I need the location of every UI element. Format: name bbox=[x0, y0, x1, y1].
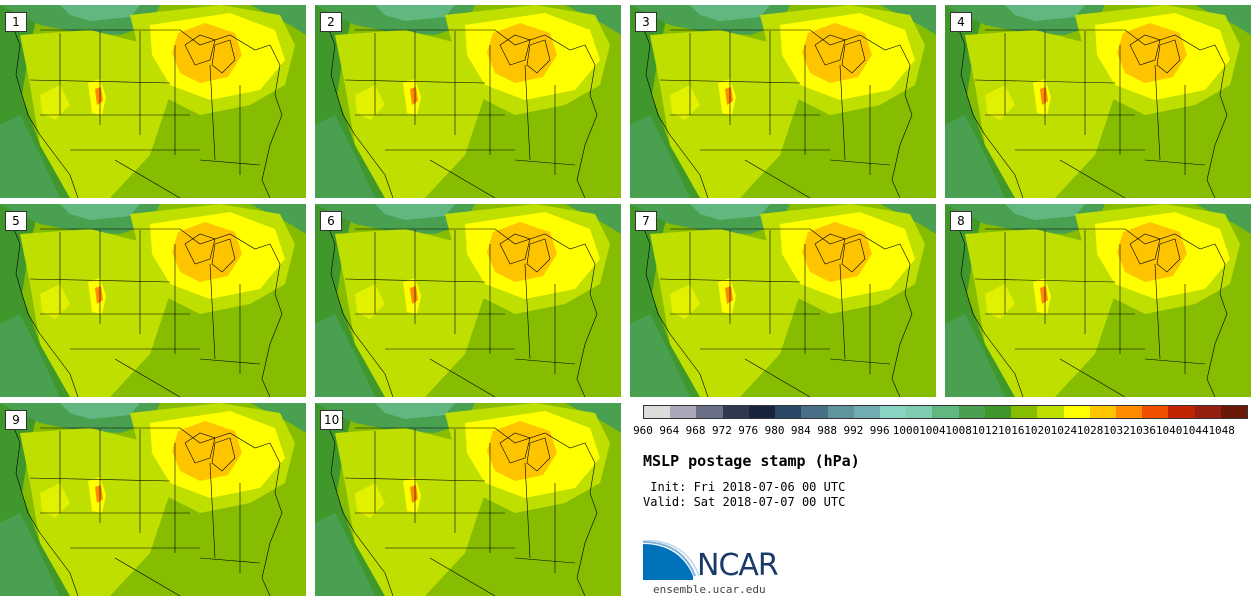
mslp-map bbox=[0, 204, 306, 397]
colorbar bbox=[643, 405, 1248, 419]
panel-number: 9 bbox=[5, 410, 27, 430]
colorbar-tick-label: 1020 bbox=[1024, 424, 1051, 437]
colorbar-swatch bbox=[1116, 406, 1142, 418]
map-panel: 10 bbox=[315, 403, 621, 596]
colorbar-swatch bbox=[644, 406, 670, 418]
colorbar-swatch bbox=[1142, 406, 1168, 418]
map-panel: 7 bbox=[630, 204, 936, 397]
colorbar-tick-label: 1016 bbox=[998, 424, 1025, 437]
colorbar-swatch bbox=[670, 406, 696, 418]
colorbar-tick-label: 988 bbox=[817, 424, 837, 437]
map-title: MSLP postage stamp (hPa) bbox=[643, 452, 860, 470]
mslp-map bbox=[315, 403, 621, 596]
colorbar-tick-label: 1032 bbox=[1103, 424, 1130, 437]
colorbar-tick-label: 1012 bbox=[972, 424, 999, 437]
colorbar-tick-label: 980 bbox=[765, 424, 785, 437]
panel-number: 2 bbox=[320, 12, 342, 32]
mslp-map bbox=[945, 5, 1251, 198]
colorbar-tick-label: 976 bbox=[738, 424, 758, 437]
colorbar-tick-label: 1004 bbox=[919, 424, 946, 437]
colorbar-swatch bbox=[828, 406, 854, 418]
colorbar-swatch bbox=[1037, 406, 1063, 418]
map-panel: 3 bbox=[630, 5, 936, 198]
panel-number: 4 bbox=[950, 12, 972, 32]
colorbar-swatch bbox=[696, 406, 722, 418]
mslp-map bbox=[0, 403, 306, 596]
map-panel: 6 bbox=[315, 204, 621, 397]
map-panel: 5 bbox=[0, 204, 306, 397]
colorbar-swatch bbox=[906, 406, 932, 418]
colorbar-tick-label: 1024 bbox=[1051, 424, 1078, 437]
panel-number: 1 bbox=[5, 12, 27, 32]
valid-time: Valid: Sat 2018-07-07 00 UTC bbox=[643, 495, 845, 509]
colorbar-tick-label: 984 bbox=[791, 424, 811, 437]
panel-number: 8 bbox=[950, 211, 972, 231]
panel-number: 3 bbox=[635, 12, 657, 32]
mslp-map bbox=[630, 5, 936, 198]
colorbar-tick-label: 1000 bbox=[893, 424, 920, 437]
colorbar-tick-label: 1036 bbox=[1130, 424, 1157, 437]
mslp-map bbox=[315, 5, 621, 198]
source-url: ensemble.ucar.edu bbox=[653, 583, 766, 596]
init-time: Init: Fri 2018-07-06 00 UTC bbox=[643, 480, 845, 494]
colorbar-swatch bbox=[801, 406, 827, 418]
colorbar-swatch bbox=[1195, 406, 1221, 418]
colorbar-swatch bbox=[985, 406, 1011, 418]
colorbar-swatch bbox=[854, 406, 880, 418]
mslp-map bbox=[945, 204, 1251, 397]
ncar-logo-text: NCAR bbox=[697, 551, 778, 581]
colorbar-tick-label: 996 bbox=[870, 424, 890, 437]
colorbar-swatch bbox=[775, 406, 801, 418]
colorbar-tick-label: 972 bbox=[712, 424, 732, 437]
colorbar-swatch bbox=[932, 406, 958, 418]
colorbar-swatch bbox=[959, 406, 985, 418]
colorbar-tick-label: 968 bbox=[686, 424, 706, 437]
colorbar-swatch bbox=[1064, 406, 1090, 418]
map-panel: 9 bbox=[0, 403, 306, 596]
mslp-map bbox=[630, 204, 936, 397]
mslp-map bbox=[0, 5, 306, 198]
mslp-map bbox=[315, 204, 621, 397]
colorbar-swatch bbox=[1090, 406, 1116, 418]
map-panel: 8 bbox=[945, 204, 1251, 397]
colorbar-tick-label: 960 bbox=[633, 424, 653, 437]
colorbar-swatch bbox=[749, 406, 775, 418]
map-panel: 4 bbox=[945, 5, 1251, 198]
colorbar-tick-label: 1044 bbox=[1182, 424, 1209, 437]
colorbar-tick-label: 964 bbox=[659, 424, 679, 437]
panel-number: 7 bbox=[635, 211, 657, 231]
colorbar-tick-label: 1008 bbox=[945, 424, 972, 437]
colorbar-tick-label: 1048 bbox=[1208, 424, 1235, 437]
panel-number: 6 bbox=[320, 211, 342, 231]
colorbar-ticks: 960 964 968 972 976 980 984 988 992 996 1000 1004 10… bbox=[632, 424, 1252, 438]
colorbar-swatch bbox=[880, 406, 906, 418]
panel-number: 5 bbox=[5, 211, 27, 231]
panel-number: 10 bbox=[320, 410, 343, 430]
colorbar-tick-label: 992 bbox=[843, 424, 863, 437]
map-panel: 1 bbox=[0, 5, 306, 198]
colorbar-swatch bbox=[1221, 406, 1247, 418]
colorbar-swatch bbox=[1011, 406, 1037, 418]
colorbar-tick-label: 1040 bbox=[1156, 424, 1183, 437]
map-panel: 2 bbox=[315, 5, 621, 198]
colorbar-swatch bbox=[1168, 406, 1194, 418]
colorbar-swatch bbox=[723, 406, 749, 418]
colorbar-tick-label: 1028 bbox=[1077, 424, 1104, 437]
